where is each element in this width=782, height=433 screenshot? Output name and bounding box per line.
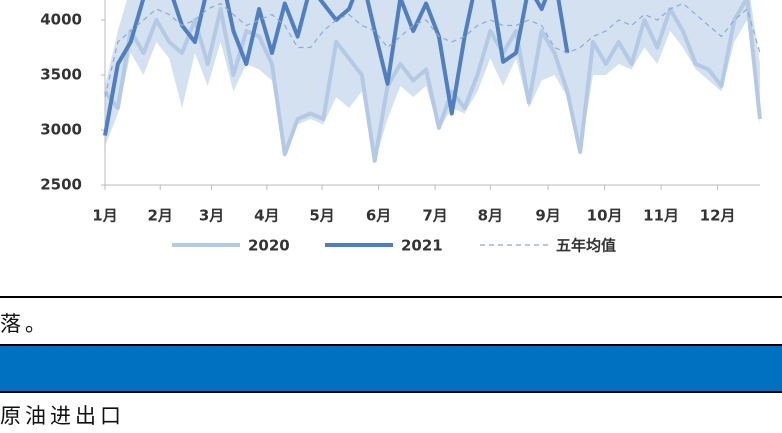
- x-tick-label: 8月: [478, 207, 503, 225]
- rule: [0, 391, 782, 393]
- legend-label: 2021: [401, 237, 443, 255]
- series-line: [104, 2, 761, 98]
- x-tick-label: 3月: [199, 207, 224, 225]
- doc-line: 原油进出口: [0, 404, 125, 428]
- chart: 2500 3000 3500 4000 1月 2月 3月 4月 5月 6月 7月 8月 9月 10月 11月…: [40, 0, 762, 255]
- heading-bar: [0, 346, 782, 391]
- x-tick-label: 11月: [643, 207, 679, 225]
- x-tick-label: 10月: [587, 207, 623, 225]
- rule: [0, 296, 782, 298]
- y-tick-label: 4000: [40, 11, 82, 29]
- x-tick-label: 5月: [309, 207, 334, 225]
- doc-line: 落。: [0, 312, 50, 336]
- x-tick-label: 12月: [700, 207, 736, 225]
- x-tick-label: 1月: [92, 207, 117, 225]
- series-line: [103, 0, 762, 163]
- x-tick-label: 9月: [535, 207, 560, 225]
- y-tick-label: 3500: [40, 66, 82, 84]
- x-tick-label: 7月: [422, 207, 447, 225]
- legend-label: 2020: [248, 237, 290, 255]
- x-tick-label: 2月: [148, 207, 173, 225]
- y-tick-label: 3000: [40, 121, 82, 139]
- x-tick-label: 4月: [254, 207, 279, 225]
- x-tick-label: 6月: [366, 207, 391, 225]
- rule: [0, 344, 782, 346]
- y-tick-label: 2500: [40, 176, 82, 194]
- legend-label: 五年均值: [556, 237, 616, 255]
